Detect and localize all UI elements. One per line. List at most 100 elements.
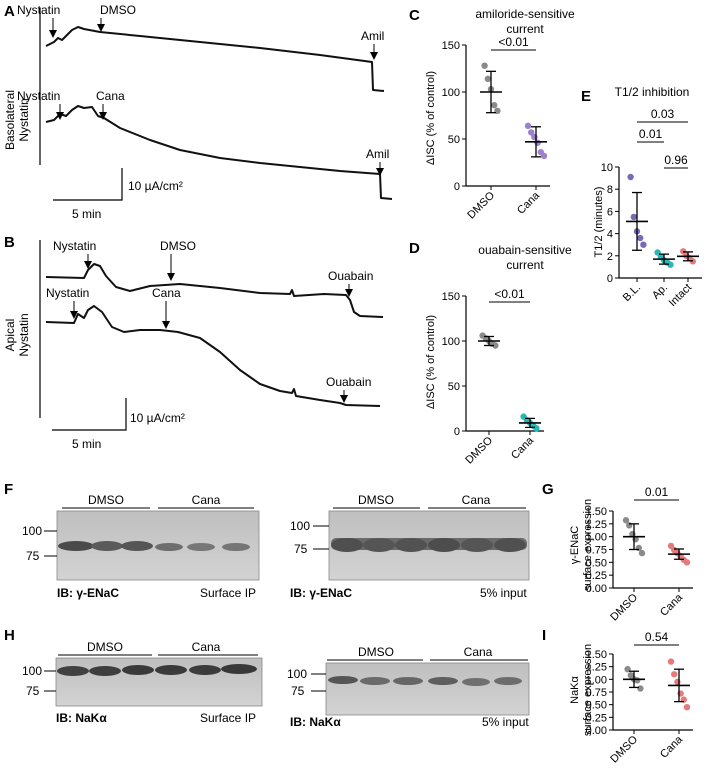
panel-d-title-1: ouabain-sensitive: [478, 243, 572, 257]
panel-i-ylabel-2: surface expression: [582, 644, 594, 736]
panel-label-i: I: [542, 627, 546, 644]
panel-g-y-tick-label: 0.25: [586, 570, 607, 582]
panel-a-trace-cana: [45, 105, 393, 200]
panel-c-y-tick-label: 100: [442, 87, 460, 99]
panel-f-left-group-1: DMSO: [88, 493, 124, 507]
panel-a-bottom-cana: Cana: [96, 89, 125, 103]
panel-g-point: [638, 549, 646, 557]
panel-b-bottom-ouabain: Ouabain: [326, 375, 371, 389]
panel-c-ylabel: ΔISC (% of control): [425, 71, 437, 165]
panel-g-y-tick-label: 0.75: [586, 545, 607, 557]
panel-f-left-group-2: Cana: [192, 493, 221, 507]
panel-d-point: [492, 342, 499, 349]
panel-f-right-mw-75: 75: [294, 542, 308, 556]
panel-label-f: F: [4, 481, 13, 498]
panel-e-ylabel: T1/2 (minutes): [593, 187, 605, 258]
panel-b-top-ouabain: Ouabain: [328, 269, 373, 283]
panel-e-chart: 0 2 4 6 8 10 B.L. Ap.Intact 0.01 0.03 0.96: [601, 107, 702, 309]
panel-f-left-blot: DMSO Cana 100 75 IB: γ-ENaC Surface IP: [22, 493, 260, 600]
panel-c-point: [540, 152, 548, 160]
panel-label-a: A: [4, 3, 15, 20]
panel-f-right-ib: IB: γ-ENaC: [290, 586, 352, 600]
panel-g-x-tick-label: Cana: [658, 591, 686, 619]
panel-d-y-tick-label: 100: [442, 336, 460, 348]
panel-label-h: H: [4, 627, 15, 644]
panel-i-point: [667, 658, 675, 665]
panel-h-right-mw-75: 75: [291, 684, 305, 698]
panel-d-point: [533, 425, 540, 432]
panel-f-left-mw-100: 100: [22, 524, 42, 538]
panel-d-x-tick-label: Cana: [509, 434, 537, 462]
panel-i-y-tick-label: 1.50: [586, 649, 607, 661]
panel-g-point: [622, 517, 630, 524]
panel-i-point: [683, 704, 691, 711]
panel-a-scale-current: 10 µA/cm²: [128, 179, 183, 193]
panel-f-left-ib: IB: γ-ENaC: [57, 586, 119, 600]
panel-e-point: [667, 261, 674, 268]
panel-b-trace-dmso: [45, 263, 384, 318]
panel-g-y-tick-label: 1.25: [586, 519, 607, 531]
panel-h-right-group-2: Cana: [464, 645, 493, 659]
panel-label-e: E: [581, 88, 591, 105]
panel-i-p-value: 0.54: [645, 630, 669, 644]
panel-g-p-value: 0.01: [645, 485, 669, 499]
panel-e-point: [627, 173, 634, 181]
panel-g-ylabel-2: surface expression: [582, 499, 594, 591]
panel-g-chart: 0.000.250.500.751.001.251.50 DMSO Cana 0.01: [586, 485, 693, 623]
panel-b-bottom-nystatin: Nystatin: [46, 286, 89, 300]
panel-c-y-tick-label: 50: [448, 134, 460, 146]
panel-h-left-note: Surface IP: [200, 711, 256, 725]
panel-d-p-value: <0.01: [494, 287, 525, 301]
panel-h-left-mw-100: 100: [22, 664, 42, 678]
panel-d-y-tick-label: 150: [442, 291, 460, 303]
panel-c-title-1: amiloride-sensitive: [475, 7, 575, 21]
panel-g-ylabel-1: γ-ENaC: [569, 526, 581, 565]
panel-a-bottom-amil: Amil: [366, 147, 389, 161]
panel-c-chart: 0 50 100 150 DMSO Cana <0.01: [442, 35, 550, 221]
panel-h-right-note: 5% input: [482, 715, 529, 729]
panel-h-right-mw-100: 100: [287, 667, 307, 681]
panel-f-left-note: Surface IP: [200, 586, 256, 600]
panel-b-scale-bar: [52, 398, 127, 431]
panel-c-x-tick-label: DMSO: [465, 189, 497, 221]
panel-a-scale-time: 5 min: [72, 207, 101, 221]
panel-g-y-tick-label: 0.50: [586, 557, 607, 569]
panel-a-top-dmso: DMSO: [100, 3, 136, 17]
panel-d-x-tick-label: DMSO: [463, 434, 495, 466]
panel-a-top-nystatin: Nystatin: [17, 3, 60, 17]
panel-i-y-tick-label: 1.00: [586, 674, 607, 686]
panel-a-trace-dmso: [45, 26, 385, 92]
panel-h-right-group-1: DMSO: [358, 645, 394, 659]
panel-label-c: C: [409, 7, 420, 24]
panel-b-side-label-1: Apical: [3, 319, 17, 352]
panel-h-right-blot: DMSO Cana 100 75 IB: NaKα 5% input: [287, 645, 530, 729]
panel-e-p-value: 0.01: [639, 127, 663, 141]
panel-i-x-tick-label: Cana: [658, 733, 686, 761]
panel-g-y-tick-label: 1.50: [586, 506, 607, 518]
panel-h-left-group-2: Cana: [192, 640, 221, 654]
panel-i-y-tick-label: 0.00: [586, 725, 607, 737]
panel-e-x-tick-label: Ap.: [650, 282, 670, 302]
panel-i-y-tick-label: 0.25: [586, 712, 607, 724]
panel-f-right-group-2: Cana: [462, 493, 491, 507]
panel-f-left-mw-75: 75: [26, 549, 40, 563]
panel-e-x-tick-label: B.L.: [621, 282, 643, 304]
panel-g-point: [683, 559, 691, 566]
panel-c-p-value: <0.01: [498, 35, 529, 49]
panel-d-y-tick-label: 0: [454, 426, 460, 438]
panel-a-top-amil: Amil: [361, 29, 384, 43]
panel-e-point: [640, 241, 647, 248]
panel-b-top-dmso: DMSO: [160, 239, 196, 253]
panel-a-side-label-1: Basolateral: [3, 90, 17, 150]
panel-a-side-label-2: Nystatin: [17, 98, 31, 141]
panel-e-y-tick-label: 6: [607, 206, 613, 218]
panel-b-trace-cana: [45, 305, 381, 407]
panel-g-point: [626, 522, 633, 529]
panel-a-scale-bar: [53, 168, 123, 201]
panel-c-y-tick-label: 0: [454, 181, 460, 193]
panel-d-chart: 0 50 100 150 DMSO Cana <0.01: [442, 287, 544, 466]
panel-e-p-value: 0.03: [651, 107, 675, 121]
panel-e-point: [637, 234, 644, 242]
panel-e-y-tick-label: 10: [601, 162, 613, 174]
panel-h-left-group-1: DMSO: [87, 640, 123, 654]
